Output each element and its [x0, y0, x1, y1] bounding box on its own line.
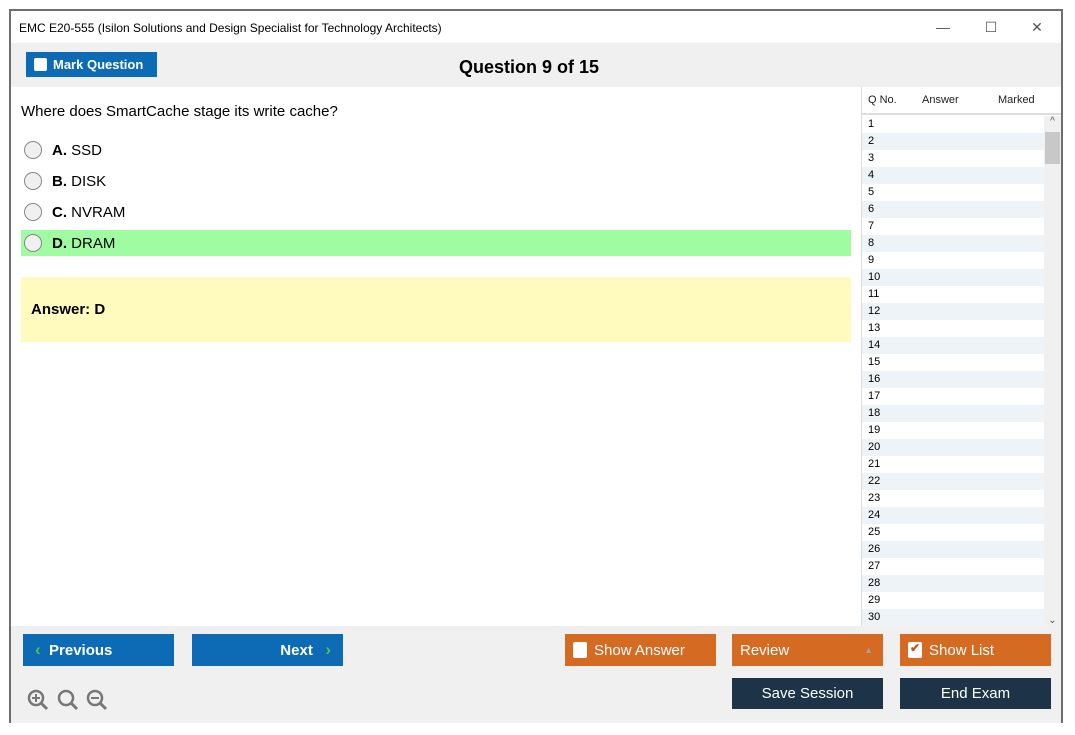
checkbox-icon [34, 58, 47, 71]
zoom-out-icon[interactable] [85, 688, 109, 712]
list-row[interactable]: 6 [862, 201, 1044, 218]
list-row[interactable]: 10 [862, 269, 1044, 286]
zoom-reset-icon[interactable] [56, 688, 80, 712]
list-row[interactable]: 26 [862, 541, 1044, 558]
bottom-bar: ‹ Previous Next › Show Answer Review ▲ ✔ S… [11, 626, 1061, 723]
minimize-button[interactable]: — [936, 19, 950, 35]
list-row[interactable]: 30 [862, 609, 1044, 626]
mark-question-label: Mark Question [53, 57, 144, 72]
option-d[interactable]: D. DRAM [21, 230, 851, 256]
end-exam-button[interactable]: End Exam [900, 678, 1051, 709]
mark-question-button[interactable]: Mark Question [26, 52, 157, 77]
show-answer-button[interactable]: Show Answer [565, 634, 716, 666]
list-row[interactable]: 4 [862, 167, 1044, 184]
list-header: Q No. Answer Marked [862, 87, 1061, 115]
header-qno: Q No. [868, 94, 897, 106]
list-row[interactable]: 27 [868, 560, 881, 572]
list-row[interactable]: 5 [868, 186, 875, 198]
app-window: EMC E20-555 (Isilon Solutions and Design… [9, 9, 1063, 723]
save-session-button[interactable]: Save Session [732, 678, 883, 709]
list-row[interactable]: 28 [862, 575, 1044, 592]
review-dropdown[interactable]: Review ▲ [732, 634, 883, 666]
radio-icon[interactable] [24, 203, 42, 221]
option-a[interactable]: A. SSD [21, 137, 851, 163]
show-answer-label: Show Answer [594, 641, 685, 659]
answer-box: Answer: D [21, 277, 851, 342]
list-rows: 1 2 3 4 5 6 7 8 9 10 11 12 13 14 15 16 17 18 19 20 21 22 23 24 2… [862, 116, 1044, 626]
option-text: DRAM [71, 234, 116, 252]
toolbar: Mark Question Question 9 of 15 [11, 43, 1061, 87]
question-panel: Where does SmartCache stage its write ca… [11, 87, 861, 626]
review-label: Review [740, 641, 790, 659]
list-row[interactable]: 20 [862, 439, 1044, 456]
zoom-in-icon[interactable] [26, 688, 50, 712]
option-text: DISK [71, 172, 107, 190]
header-marked: Marked [998, 94, 1035, 106]
list-row[interactable]: 7 [868, 220, 875, 232]
maximize-button[interactable]: ☐ [984, 19, 998, 35]
option-text: SSD [71, 141, 103, 159]
list-row[interactable]: 18 [862, 405, 1044, 422]
option-b[interactable]: B. DISK [21, 168, 851, 194]
scroll-up-icon[interactable]: ^ [1050, 116, 1055, 127]
list-row[interactable]: 3 [868, 152, 875, 164]
list-row[interactable]: 14 [862, 337, 1044, 354]
checkbox-checked-icon[interactable]: ✔ [908, 642, 922, 658]
list-row[interactable]: 12 [862, 303, 1044, 320]
option-letter: D. [52, 234, 67, 252]
question-text: Where does SmartCache stage its write ca… [21, 103, 338, 120]
list-row[interactable]: 1 [868, 118, 875, 130]
previous-label: Previous [49, 641, 113, 659]
list-row[interactable]: 2 [862, 133, 1044, 150]
caret-up-icon: ▲ [864, 645, 873, 655]
list-row[interactable]: 17 [868, 390, 881, 402]
list-row[interactable]: 21 [868, 458, 881, 470]
list-row[interactable]: 24 [862, 507, 1044, 524]
list-row[interactable]: 15 [868, 356, 881, 368]
list-row[interactable]: 22 [862, 473, 1044, 490]
list-row[interactable]: 13 [868, 322, 881, 334]
radio-icon[interactable] [24, 172, 42, 190]
scroll-down-icon[interactable]: ⌄ [1048, 615, 1057, 626]
option-text: NVRAM [71, 203, 126, 221]
window-title: EMC E20-555 (Isilon Solutions and Design… [19, 21, 442, 35]
option-c[interactable]: C. NVRAM [21, 199, 851, 225]
list-row[interactable]: 29 [868, 594, 881, 606]
list-row[interactable]: 9 [868, 254, 875, 266]
list-row[interactable]: 8 [862, 235, 1044, 252]
close-button[interactable]: ✕ [1031, 19, 1043, 35]
next-button[interactable]: Next › [192, 634, 343, 666]
radio-icon[interactable] [24, 234, 42, 252]
header-answer: Answer [922, 94, 959, 106]
title-bar: EMC E20-555 (Isilon Solutions and Design… [11, 11, 1061, 43]
list-row[interactable]: 16 [862, 371, 1044, 388]
list-row[interactable]: 25 [868, 526, 881, 538]
option-letter: C. [52, 203, 67, 221]
list-row[interactable]: 23 [868, 492, 881, 504]
scroll-thumb[interactable] [1045, 132, 1060, 164]
previous-button[interactable]: ‹ Previous [23, 634, 174, 666]
chevron-left-icon: ‹ [35, 640, 41, 659]
scrollbar[interactable]: ^ ⌄ [1044, 116, 1061, 626]
list-row[interactable]: 19 [868, 424, 881, 436]
checkbox-icon[interactable] [573, 642, 587, 658]
show-list-label: Show List [929, 641, 995, 659]
show-list-button[interactable]: ✔ Show List [900, 634, 1051, 666]
option-letter: B. [52, 172, 67, 190]
option-letter: A. [52, 141, 67, 159]
question-counter: Question 9 of 15 [459, 57, 600, 77]
question-list: Q No. Answer Marked 1 2 3 4 5 6 7 8 9 10 11 12 13 14 1… [861, 87, 1061, 626]
radio-icon[interactable] [24, 141, 42, 159]
list-row[interactable]: 11 [868, 288, 880, 300]
next-label: Next [280, 641, 313, 659]
chevron-right-icon: › [325, 640, 331, 659]
